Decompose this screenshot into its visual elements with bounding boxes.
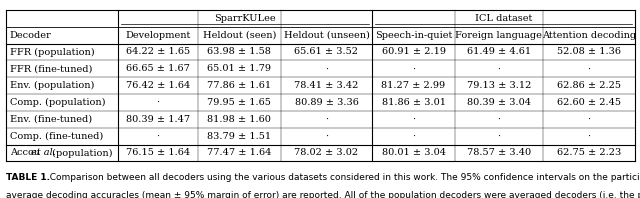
- Text: Attention decoding: Attention decoding: [541, 31, 636, 40]
- Text: Comp. (fine-tuned): Comp. (fine-tuned): [10, 131, 103, 141]
- Text: 78.02 ± 3.02: 78.02 ± 3.02: [294, 148, 358, 157]
- Text: Accou: Accou: [10, 148, 43, 157]
- Text: 62.75 ± 2.23: 62.75 ± 2.23: [557, 148, 621, 157]
- Text: 80.01 ± 3.04: 80.01 ± 3.04: [381, 148, 445, 157]
- Text: ·: ·: [156, 98, 159, 107]
- Text: 64.22 ± 1.65: 64.22 ± 1.65: [125, 48, 190, 56]
- Text: ·: ·: [588, 132, 590, 141]
- Text: Comparison between all decoders using the various datasets considered in this wo: Comparison between all decoders using th…: [44, 173, 640, 182]
- Text: (population): (population): [49, 148, 113, 158]
- Text: 77.86 ± 1.61: 77.86 ± 1.61: [207, 81, 271, 90]
- Text: FFR (population): FFR (population): [10, 47, 94, 57]
- Text: 81.98 ± 1.60: 81.98 ± 1.60: [207, 115, 271, 124]
- Text: 78.41 ± 3.42: 78.41 ± 3.42: [294, 81, 358, 90]
- Text: 81.86 ± 3.01: 81.86 ± 3.01: [381, 98, 445, 107]
- Text: 80.89 ± 3.36: 80.89 ± 3.36: [294, 98, 358, 107]
- Text: ·: ·: [325, 64, 328, 73]
- Text: ·: ·: [412, 115, 415, 124]
- Text: 63.98 ± 1.58: 63.98 ± 1.58: [207, 48, 271, 56]
- Text: 83.79 ± 1.51: 83.79 ± 1.51: [207, 132, 271, 141]
- Text: ·: ·: [588, 64, 590, 73]
- Text: 62.60 ± 2.45: 62.60 ± 2.45: [557, 98, 621, 107]
- Text: ·: ·: [412, 64, 415, 73]
- Text: 65.61 ± 3.52: 65.61 ± 3.52: [294, 48, 358, 56]
- Text: ·: ·: [588, 115, 590, 124]
- Text: FFR (fine-tuned): FFR (fine-tuned): [10, 64, 92, 73]
- Text: 60.91 ± 2.19: 60.91 ± 2.19: [381, 48, 445, 56]
- Text: Comp. (population): Comp. (population): [10, 98, 105, 107]
- Text: ·: ·: [497, 115, 500, 124]
- Text: Env. (fine-tuned): Env. (fine-tuned): [10, 115, 92, 124]
- Text: 80.39 ± 3.04: 80.39 ± 3.04: [467, 98, 531, 107]
- Text: 65.01 ± 1.79: 65.01 ± 1.79: [207, 64, 271, 73]
- Text: 79.95 ± 1.65: 79.95 ± 1.65: [207, 98, 271, 107]
- Text: 62.86 ± 2.25: 62.86 ± 2.25: [557, 81, 621, 90]
- Text: et al.: et al.: [31, 148, 56, 157]
- Text: 79.13 ± 3.12: 79.13 ± 3.12: [467, 81, 531, 90]
- Text: Decoder: Decoder: [10, 31, 51, 40]
- Text: ·: ·: [325, 115, 328, 124]
- Text: 52.08 ± 1.36: 52.08 ± 1.36: [557, 48, 621, 56]
- Text: Development: Development: [125, 31, 191, 40]
- Text: ·: ·: [497, 132, 500, 141]
- Text: ·: ·: [325, 132, 328, 141]
- Text: TABLE 1.: TABLE 1.: [6, 173, 51, 182]
- Text: ·: ·: [156, 132, 159, 141]
- Text: Env. (population): Env. (population): [10, 81, 94, 90]
- Text: 66.65 ± 1.67: 66.65 ± 1.67: [126, 64, 189, 73]
- Text: Heldout (unseen): Heldout (unseen): [284, 31, 369, 40]
- Text: Heldout (seen): Heldout (seen): [203, 31, 276, 40]
- Text: Foreign language: Foreign language: [456, 31, 542, 40]
- Text: SparrKULee: SparrKULee: [214, 14, 276, 23]
- Text: 77.47 ± 1.64: 77.47 ± 1.64: [207, 148, 271, 157]
- Text: ·: ·: [412, 132, 415, 141]
- Text: average decoding accuracles (mean ± 95% margin of error) are reported. All of th: average decoding accuracles (mean ± 95% …: [6, 191, 640, 198]
- Text: 81.27 ± 2.99: 81.27 ± 2.99: [381, 81, 445, 90]
- Text: 61.49 ± 4.61: 61.49 ± 4.61: [467, 48, 531, 56]
- Text: 78.57 ± 3.40: 78.57 ± 3.40: [467, 148, 531, 157]
- Text: 76.42 ± 1.64: 76.42 ± 1.64: [125, 81, 190, 90]
- Text: ·: ·: [497, 64, 500, 73]
- Text: 80.39 ± 1.47: 80.39 ± 1.47: [125, 115, 190, 124]
- Text: 76.15 ± 1.64: 76.15 ± 1.64: [125, 148, 190, 157]
- Text: Speech-in-quiet: Speech-in-quiet: [375, 31, 452, 40]
- Text: ICL dataset: ICL dataset: [475, 14, 532, 23]
